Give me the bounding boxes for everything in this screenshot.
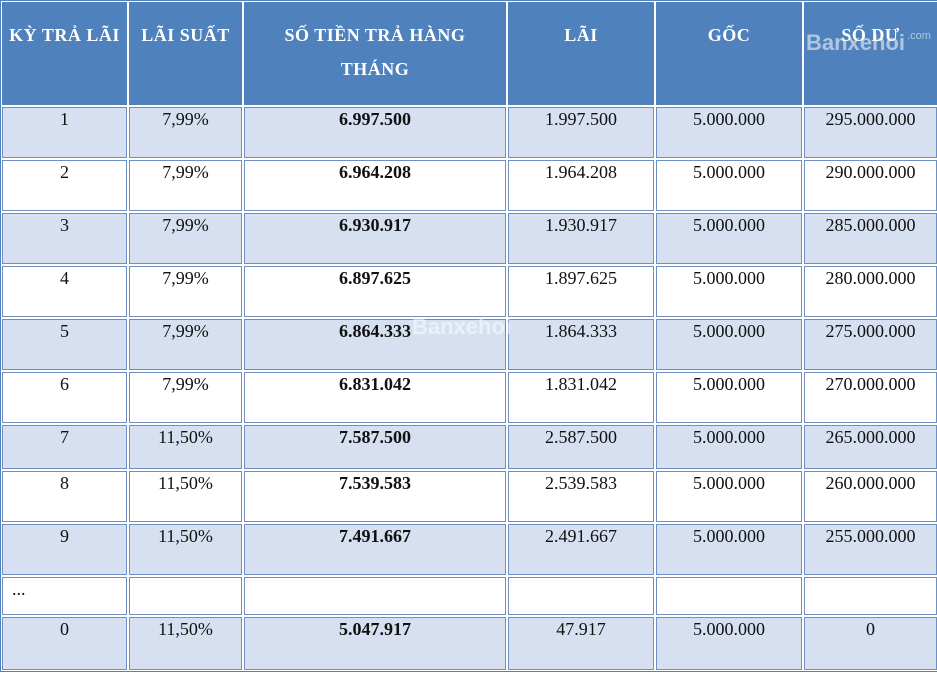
table-row: 7 11,50% 7.587.500 2.587.500 5.000.000 2… [1, 424, 937, 470]
ellipsis-row: ... [1, 576, 937, 616]
table-row: 5 7,99% 6.864.333 1.864.333 5.000.000 27… [1, 318, 937, 371]
final-row: 0 11,50% 5.047.917 47.917 5.000.000 0 [1, 616, 937, 671]
ellipsis-cell: ... [1, 576, 128, 616]
cell-payment: 6.864.333 [243, 318, 507, 371]
cell-balance: 255.000.000 [803, 523, 937, 576]
cell-rate: 7,99% [128, 159, 243, 212]
cell-rate: 7,99% [128, 106, 243, 159]
cell-interest: 1.831.042 [507, 371, 655, 424]
header-rate: LÃI SUẤT [128, 1, 243, 106]
cell-interest: 1.997.500 [507, 106, 655, 159]
table-row: 2 7,99% 6.964.208 1.964.208 5.000.000 29… [1, 159, 937, 212]
cell-rate: 7,99% [128, 318, 243, 371]
cell-rate: 11,50% [128, 424, 243, 470]
empty-cell [128, 576, 243, 616]
table-row: 6 7,99% 6.831.042 1.831.042 5.000.000 27… [1, 371, 937, 424]
cell-payment: 6.897.625 [243, 265, 507, 318]
cell-interest: 1.930.917 [507, 212, 655, 265]
cell-period: 4 [1, 265, 128, 318]
cell-balance: 0 [803, 616, 937, 671]
cell-payment: 6.964.208 [243, 159, 507, 212]
empty-cell [803, 576, 937, 616]
cell-payment: 5.047.917 [243, 616, 507, 671]
table-row: 8 11,50% 7.539.583 2.539.583 5.000.000 2… [1, 470, 937, 523]
cell-period: 7 [1, 424, 128, 470]
cell-interest: 2.491.667 [507, 523, 655, 576]
cell-payment: 6.831.042 [243, 371, 507, 424]
cell-rate: 7,99% [128, 265, 243, 318]
cell-principal: 5.000.000 [655, 318, 803, 371]
cell-balance: 295.000.000 [803, 106, 937, 159]
cell-interest: 47.917 [507, 616, 655, 671]
cell-interest: 1.864.333 [507, 318, 655, 371]
cell-payment: 7.539.583 [243, 470, 507, 523]
table-row: 4 7,99% 6.897.625 1.897.625 5.000.000 28… [1, 265, 937, 318]
cell-interest: 1.964.208 [507, 159, 655, 212]
cell-interest: 2.587.500 [507, 424, 655, 470]
cell-balance: 280.000.000 [803, 265, 937, 318]
header-row: KỲ TRẢ LÃI LÃI SUẤT SỐ TIỀN TRẢ HÀNG THÁ… [1, 1, 937, 106]
cell-principal: 5.000.000 [655, 470, 803, 523]
cell-principal: 5.000.000 [655, 616, 803, 671]
cell-period: 5 [1, 318, 128, 371]
cell-period: 8 [1, 470, 128, 523]
cell-principal: 5.000.000 [655, 523, 803, 576]
cell-interest: 1.897.625 [507, 265, 655, 318]
header-balance: SỐ DƯ [803, 1, 937, 106]
cell-balance: 285.000.000 [803, 212, 937, 265]
cell-principal: 5.000.000 [655, 371, 803, 424]
cell-period: 0 [1, 616, 128, 671]
cell-principal: 5.000.000 [655, 424, 803, 470]
table-row: 1 7,99% 6.997.500 1.997.500 5.000.000 29… [1, 106, 937, 159]
cell-principal: 5.000.000 [655, 106, 803, 159]
empty-cell [243, 576, 507, 616]
cell-period: 3 [1, 212, 128, 265]
cell-principal: 5.000.000 [655, 212, 803, 265]
header-principal: GỐC [655, 1, 803, 106]
table-row: 3 7,99% 6.930.917 1.930.917 5.000.000 28… [1, 212, 937, 265]
cell-rate: 7,99% [128, 212, 243, 265]
cell-balance: 290.000.000 [803, 159, 937, 212]
cell-payment: 7.587.500 [243, 424, 507, 470]
cell-balance: 265.000.000 [803, 424, 937, 470]
header-interest: LÃI [507, 1, 655, 106]
empty-cell [507, 576, 655, 616]
cell-period: 1 [1, 106, 128, 159]
header-monthly-payment: SỐ TIỀN TRẢ HÀNG THÁNG [243, 1, 507, 106]
cell-rate: 7,99% [128, 371, 243, 424]
cell-period: 2 [1, 159, 128, 212]
cell-balance: 270.000.000 [803, 371, 937, 424]
cell-payment: 7.491.667 [243, 523, 507, 576]
cell-rate: 11,50% [128, 523, 243, 576]
cell-rate: 11,50% [128, 616, 243, 671]
cell-principal: 5.000.000 [655, 265, 803, 318]
empty-cell [655, 576, 803, 616]
cell-balance: 275.000.000 [803, 318, 937, 371]
table-row: 9 11,50% 7.491.667 2.491.667 5.000.000 2… [1, 523, 937, 576]
cell-principal: 5.000.000 [655, 159, 803, 212]
cell-interest: 2.539.583 [507, 470, 655, 523]
header-period: KỲ TRẢ LÃI [1, 1, 128, 106]
cell-period: 9 [1, 523, 128, 576]
cell-payment: 6.997.500 [243, 106, 507, 159]
cell-balance: 260.000.000 [803, 470, 937, 523]
cell-rate: 11,50% [128, 470, 243, 523]
cell-period: 6 [1, 371, 128, 424]
cell-payment: 6.930.917 [243, 212, 507, 265]
